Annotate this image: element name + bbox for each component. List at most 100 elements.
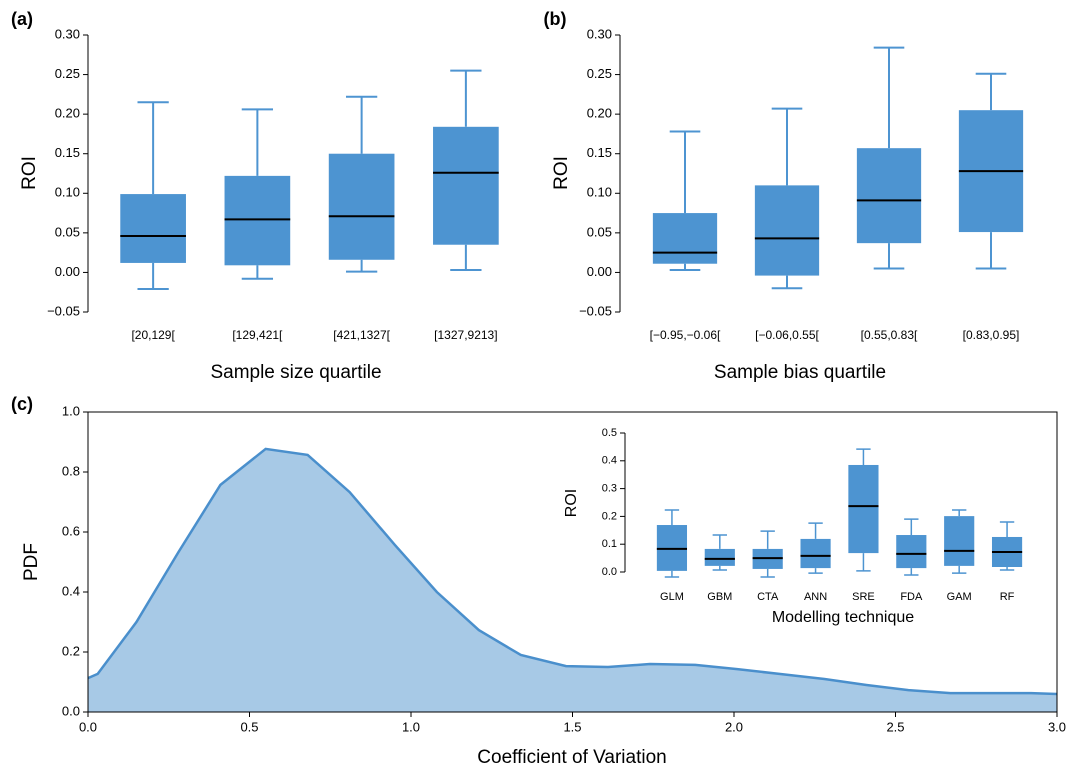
y-tick-label: 0.3: [602, 483, 617, 495]
lower-whisker: [241, 265, 274, 280]
x-tick-label: 1.0: [402, 719, 420, 734]
y-tick-label: 0.15: [587, 145, 612, 160]
box: [800, 538, 831, 569]
upper-whisker: [771, 107, 803, 186]
upper-whisker: [345, 95, 378, 154]
x-tick-label: [−0.06,0.55[: [755, 328, 819, 342]
y-tick-label: 0.05: [587, 224, 612, 239]
lower-whisker: [450, 244, 482, 272]
lower-whisker: [669, 263, 701, 272]
upper-whisker: [760, 530, 775, 549]
x-tick-label: GAM: [947, 591, 972, 603]
x-tick-label: 2.5: [886, 719, 904, 734]
upper-whisker: [856, 448, 871, 465]
upper-whisker: [975, 72, 1007, 111]
box: [328, 153, 395, 260]
y-tick-label: −0.05: [47, 303, 80, 318]
x-tick-label: ANN: [804, 591, 827, 603]
y-tick-label: 0.2: [602, 510, 617, 522]
x-tick-label: 0.0: [79, 719, 97, 734]
panel-label: (b): [544, 9, 567, 29]
y-tick-label: 0.05: [55, 224, 80, 239]
x-tick-label: 1.5: [563, 719, 581, 734]
y-tick-label: 0.8: [62, 463, 80, 478]
box: [120, 194, 186, 263]
box: [896, 535, 927, 569]
lower-whisker: [664, 570, 680, 578]
x-tick-label: 0.5: [240, 719, 258, 734]
box: [848, 464, 879, 554]
y-tick-label: 0.6: [62, 523, 80, 538]
lower-whisker: [856, 553, 871, 572]
y-tick-label: 0.15: [55, 145, 80, 160]
x-tick-label: 3.0: [1048, 719, 1066, 734]
upper-whisker: [712, 534, 727, 549]
upper-whisker: [873, 46, 905, 149]
y-axis-label: PDF: [21, 543, 42, 581]
lower-whisker: [873, 243, 905, 270]
x-tick-label: GBM: [707, 591, 732, 603]
upper-whisker: [137, 101, 169, 195]
box: [754, 185, 820, 276]
upper-whisker: [904, 518, 919, 536]
lower-whisker: [999, 566, 1015, 571]
y-tick-label: 0.20: [587, 106, 612, 121]
x-tick-label: RF: [1000, 591, 1015, 603]
x-tick-label: GLM: [660, 591, 684, 603]
y-axis-label: ROI: [551, 156, 572, 190]
lower-whisker: [137, 262, 169, 291]
x-tick-label: CTA: [757, 591, 779, 603]
y-axis-label: ROI: [563, 489, 580, 517]
panel-label: (a): [11, 9, 33, 29]
x-axis-label: Coefficient of Variation: [477, 747, 666, 768]
x-tick-label: [−0.95,−0.06[: [650, 328, 721, 342]
box: [704, 548, 735, 566]
lower-whisker: [345, 259, 378, 273]
lower-whisker: [975, 232, 1007, 270]
x-tick-label: [0.55,0.83[: [861, 328, 918, 342]
y-tick-label: 0.0: [602, 566, 617, 578]
x-tick-label: SRE: [852, 591, 875, 603]
x-tick-label: 2.0: [725, 719, 743, 734]
y-tick-label: 0.0: [62, 703, 80, 718]
upper-whisker: [664, 509, 680, 526]
y-tick-label: 0.10: [587, 185, 612, 200]
x-axis-label: Sample bias quartile: [714, 362, 886, 383]
lower-whisker: [760, 568, 775, 578]
box: [433, 126, 499, 245]
lower-whisker: [904, 568, 919, 576]
upper-whisker: [999, 521, 1015, 537]
x-axis-label: Sample size quartile: [210, 362, 381, 383]
x-tick-label: [421,1327[: [333, 328, 390, 342]
box: [944, 516, 975, 566]
y-tick-label: 1.0: [62, 403, 80, 418]
y-tick-label: 0.10: [55, 185, 80, 200]
lower-whisker: [808, 568, 823, 574]
lower-whisker: [712, 565, 727, 571]
area-line: [87, 447, 1058, 696]
x-tick-label: [20,129[: [131, 328, 175, 342]
y-tick-label: 0.30: [55, 26, 80, 41]
y-tick-label: 0.2: [62, 643, 80, 658]
upper-whisker: [669, 130, 701, 214]
y-tick-label: 0.4: [62, 583, 80, 598]
panel-label: (c): [11, 394, 33, 414]
upper-whisker: [450, 69, 482, 127]
box: [652, 213, 718, 264]
y-tick-label: 0.5: [602, 427, 617, 439]
x-tick-label: [0.83,0.95]: [963, 328, 1020, 342]
x-tick-label: FDA: [900, 591, 923, 603]
y-tick-label: 0.25: [587, 66, 612, 81]
x-axis-label: Modelling technique: [772, 609, 914, 626]
y-tick-label: 0.30: [587, 26, 612, 41]
x-tick-label: [1327,9213]: [434, 328, 497, 342]
y-tick-label: 0.25: [55, 66, 80, 81]
box: [856, 148, 922, 244]
area-fill: [88, 448, 1057, 712]
y-tick-label: 0.1: [602, 538, 617, 550]
lower-whisker: [771, 275, 803, 290]
y-tick-label: 0.20: [55, 106, 80, 121]
y-tick-label: 0.4: [602, 455, 617, 467]
upper-whisker: [808, 522, 823, 539]
